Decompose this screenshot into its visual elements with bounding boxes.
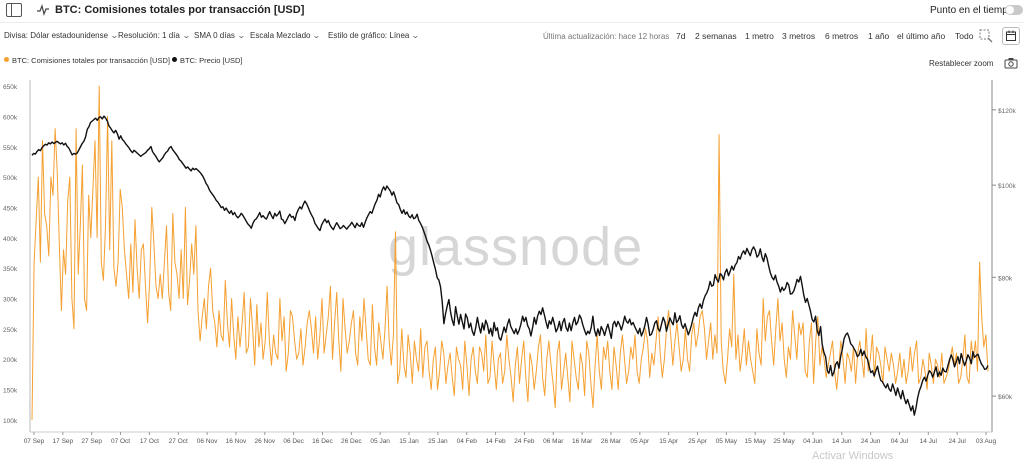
x-tick-label: 05 Jan <box>370 438 390 445</box>
range-1m[interactable]: 1 metro <box>745 31 774 41</box>
x-tick-label: 03 Aug <box>976 438 997 445</box>
legend-label-price: BTC: Precio [USD] <box>180 56 243 65</box>
chart-title: BTC: Comisiones totales por transacción … <box>55 4 305 16</box>
x-tick-label: 25 May <box>773 438 795 445</box>
range-7d[interactable]: 7d <box>676 31 686 41</box>
y-right-tick-label: $120k <box>998 108 1016 115</box>
chart-style-label: Estilo de gráfico: Línea <box>328 31 410 40</box>
scale-label: Escala Mezclado <box>250 31 311 40</box>
x-tick-label: 27 Oct <box>169 438 188 445</box>
chevron-down-icon: ⌄ <box>411 31 421 40</box>
range-all[interactable]: Todo <box>955 31 974 41</box>
y-left-tick-label: 600k <box>3 114 18 121</box>
chart-svg[interactable]: 100k 150k 200k 250k 300k 350k 400k 450k 500k 550k… <box>0 70 1024 448</box>
resolution-label: Resolución: 1 día <box>118 31 180 40</box>
x-tick-label: 16 Mar <box>572 438 593 445</box>
series-line-price <box>31 115 989 416</box>
currency-dropdown[interactable]: Divisa: Dólar estadounidense ⌄ <box>4 31 119 40</box>
x-tick-label: 05 Apr <box>630 438 650 445</box>
sma-dropdown[interactable]: SMA 0 días ⌄ <box>194 31 246 40</box>
x-tick-label: 26 Nov <box>254 438 275 445</box>
chart-style-dropdown[interactable]: Estilo de gráfico: Línea ⌄ <box>328 31 421 40</box>
y-left-tick-label: 150k <box>3 388 18 395</box>
y-left-tick-label: 500k <box>3 175 18 182</box>
x-tick-label: 14 Jun <box>832 438 852 445</box>
x-tick-label: 25 Jan <box>428 438 448 445</box>
currency-label: Divisa: Dólar estadounidense <box>4 31 109 40</box>
range-ytd[interactable]: el último año <box>897 31 946 41</box>
x-tick-label: 17 Sep <box>53 438 74 445</box>
x-tick-label: 04 Jun <box>803 438 823 445</box>
line-chart-icon <box>37 4 49 16</box>
realtime-toggle[interactable] <box>1005 5 1023 15</box>
legend-swatch-fees <box>4 57 9 62</box>
calendar-button[interactable] <box>1002 27 1020 45</box>
x-tick-label: 07 Oct <box>111 438 130 445</box>
legend-item-fees[interactable]: BTC: Comisiones totales por transacción … <box>4 56 170 65</box>
legend-item-price[interactable]: BTC: Precio [USD] <box>172 56 243 65</box>
y-right-tick-label: $80k <box>998 275 1013 282</box>
x-tick-label: 24 Jul <box>948 438 966 445</box>
x-tick-label: 25 Apr <box>688 438 708 445</box>
last-updated: Última actualización: hace 12 horas <box>543 32 670 41</box>
sidebar-toggle-icon[interactable] <box>6 3 22 17</box>
x-tick-label: 06 Mar <box>543 438 564 445</box>
x-tick-label: 26 Dec <box>341 438 362 445</box>
x-tick-label: 17 Oct <box>140 438 159 445</box>
legend-swatch-price <box>172 57 177 62</box>
x-tick-label: 16 Dec <box>312 438 333 445</box>
chevron-down-icon: ⌄ <box>312 31 322 40</box>
x-tick-label: 14 Jul <box>920 438 938 445</box>
x-tick-label: 15 May <box>745 438 767 445</box>
y-left-tick-label: 550k <box>3 145 18 152</box>
top-bar: BTC: Comisiones totales por transacción … <box>0 0 1024 23</box>
x-tick-label: 26 Mar <box>601 438 622 445</box>
range-3m[interactable]: 3 metros <box>782 31 816 41</box>
watermark: glassnode <box>388 217 644 277</box>
x-tick-label: 14 Feb <box>485 438 506 445</box>
x-tick-label: 07 Sep <box>24 438 45 445</box>
range-1y[interactable]: 1 año <box>868 31 890 41</box>
x-tick-label: 05 May <box>716 438 738 445</box>
y-left-tick-label: 400k <box>3 236 18 243</box>
reset-zoom-button[interactable]: Restablecer zoom <box>929 59 994 68</box>
zoom-select-icon[interactable] <box>979 29 993 43</box>
y-left-tick-label: 300k <box>3 296 18 303</box>
calendar-icon <box>1006 30 1016 41</box>
resolution-dropdown[interactable]: Resolución: 1 día ⌄ <box>118 31 191 40</box>
controls-bar: Divisa: Dólar estadounidense ⌄ Resolución… <box>0 27 1024 47</box>
x-tick-label: 16 Nov <box>226 438 247 445</box>
y-right-tick-label: $100k <box>998 183 1016 190</box>
windows-activation-overlay: Activar Windows <box>812 450 894 462</box>
x-tick-label: 27 Sep <box>81 438 102 445</box>
y-left-tick-label: 650k <box>3 84 18 91</box>
y-left-tick-label: 200k <box>3 357 18 364</box>
chevron-down-icon: ⌄ <box>236 31 246 40</box>
y-right-tick-label: $60k <box>998 394 1013 401</box>
x-tick-label: 04 Jul <box>891 438 909 445</box>
sma-label: SMA 0 días <box>194 31 235 40</box>
x-tick-label: 04 Feb <box>457 438 478 445</box>
chevron-down-icon: ⌄ <box>110 31 119 40</box>
camera-icon[interactable] <box>1004 57 1018 69</box>
y-left-tick-label: 350k <box>3 266 18 273</box>
legend-label-fees: BTC: Comisiones totales por transacción … <box>12 56 170 65</box>
chevron-down-icon: ⌄ <box>181 31 191 40</box>
x-tick-label: 06 Dec <box>283 438 304 445</box>
y-left-tick-label: 450k <box>3 205 18 212</box>
y-left-tick-label: 100k <box>3 418 18 425</box>
range-6m[interactable]: 6 metros <box>825 31 859 41</box>
series-line-fees <box>31 85 989 420</box>
x-tick-label: 15 Jan <box>399 438 419 445</box>
scale-dropdown[interactable]: Escala Mezclado ⌄ <box>250 31 322 40</box>
realtime-label: Punto en el tiempo <box>930 5 1014 16</box>
x-tick-label: 06 Nov <box>197 438 218 445</box>
x-tick-label: 15 Apr <box>659 438 679 445</box>
y-left-tick-label: 250k <box>3 327 18 334</box>
x-tick-label: 24 Feb <box>514 438 535 445</box>
x-tick-label: 24 Jun <box>861 438 881 445</box>
range-2w[interactable]: 2 semanas <box>695 31 737 41</box>
